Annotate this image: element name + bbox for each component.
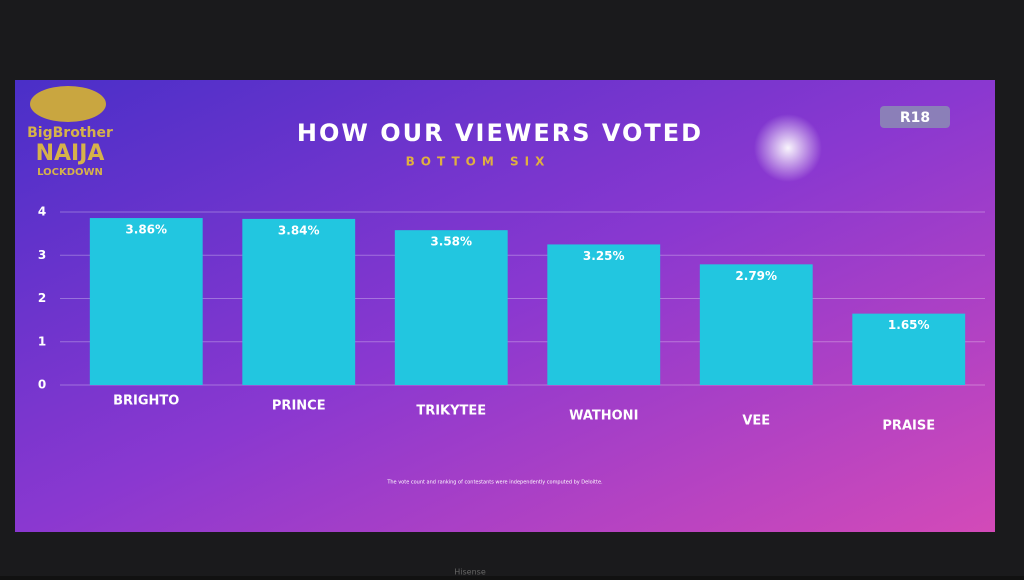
x-tick-label: TRIKYTEE — [416, 404, 486, 419]
y-tick-label: 2 — [38, 291, 46, 305]
tv-brand: Hisense — [454, 568, 486, 577]
value-label: 3.84% — [278, 223, 320, 237]
footnote: The vote count and ranking of contestant… — [386, 480, 603, 486]
glare — [754, 114, 822, 182]
bar — [852, 313, 966, 385]
badge-box — [880, 106, 950, 128]
value-label: 3.58% — [430, 235, 472, 249]
bar — [89, 218, 203, 385]
y-tick-label: 1 — [38, 334, 46, 348]
bar — [394, 230, 508, 385]
logo-text: BigBrother — [27, 125, 113, 141]
value-label: 1.65% — [888, 318, 930, 332]
x-tick-label: PRAISE — [882, 419, 935, 434]
badge: R18 — [900, 110, 930, 126]
y-tick-label: 0 — [38, 378, 46, 392]
logo-text: NAIJA — [36, 141, 105, 166]
y-tick-label: 3 — [38, 248, 46, 262]
y-tick-label: 4 — [38, 205, 46, 219]
chart-title: HOW OUR VIEWERS VOTED — [297, 119, 703, 147]
bar — [547, 244, 661, 385]
value-label: 3.25% — [583, 249, 625, 263]
chart-subtitle: BOTTOM SIX — [406, 155, 551, 169]
x-tick-label: BRIGHTO — [113, 394, 179, 409]
logo-eye — [30, 86, 106, 122]
value-label: 3.86% — [125, 223, 167, 237]
x-tick-label: PRINCE — [272, 399, 326, 414]
value-label: 2.79% — [735, 269, 777, 283]
x-tick-label: VEE — [742, 414, 770, 429]
bar — [699, 264, 813, 385]
x-tick-label: WATHONI — [569, 409, 638, 424]
logo-text: LOCKDOWN — [37, 167, 103, 178]
bar — [242, 218, 356, 385]
